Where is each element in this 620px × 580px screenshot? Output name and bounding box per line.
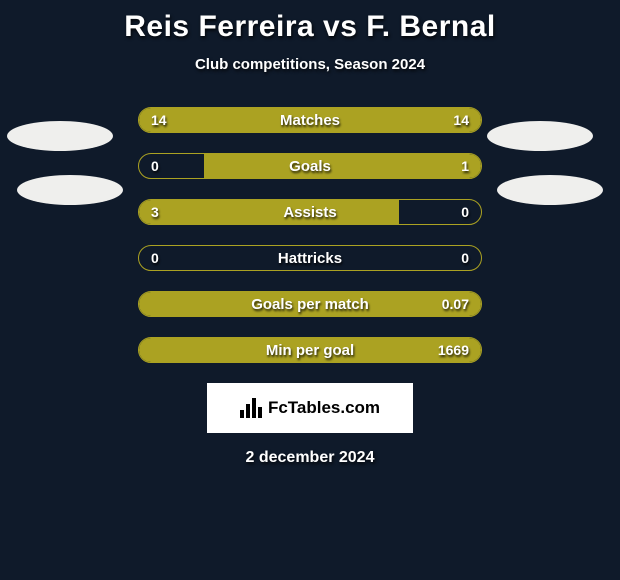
avatar-left-2: [17, 175, 123, 205]
stat-value-left: 0: [151, 154, 159, 178]
stat-row: Goals per match0.07: [138, 291, 482, 317]
stat-label: Hattricks: [139, 246, 481, 270]
avatar-right-1: [487, 121, 593, 151]
stat-row: Goals01: [138, 153, 482, 179]
bar-right: [310, 108, 481, 132]
avatar-left-1: [7, 121, 113, 151]
stat-row: Matches1414: [138, 107, 482, 133]
brand-bars-icon: [240, 398, 262, 418]
bar-right: [139, 338, 481, 362]
stat-row: Assists30: [138, 199, 482, 225]
stat-value-left: 0: [151, 246, 159, 270]
brand-badge: FcTables.com: [207, 383, 413, 433]
bar-left: [139, 108, 310, 132]
stats-rows: Matches1414Goals01Assists30Hattricks00Go…: [138, 107, 482, 363]
bar-right: [204, 154, 481, 178]
stat-value-right: 0: [461, 200, 469, 224]
brand-text: FcTables.com: [268, 398, 380, 418]
stat-row: Hattricks0 0: [138, 245, 482, 271]
stat-row: Min per goal1669: [138, 337, 482, 363]
avatar-right-2: [497, 175, 603, 205]
page-title: Reis Ferreira vs F. Bernal: [0, 0, 620, 44]
date-text: 2 december 2024: [0, 449, 620, 467]
page-subtitle: Club competitions, Season 2024: [0, 56, 620, 73]
bar-right: [139, 292, 481, 316]
bar-left: [139, 200, 399, 224]
stat-value-right: 0: [461, 246, 469, 270]
